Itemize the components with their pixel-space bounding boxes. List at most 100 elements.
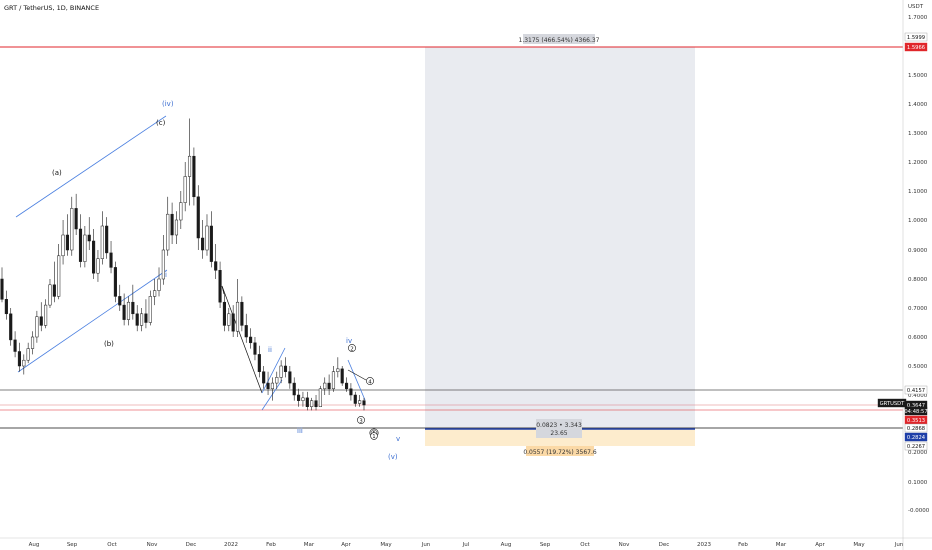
candle[interactable]: [140, 308, 144, 332]
candle[interactable]: [35, 310, 39, 343]
candle[interactable]: [235, 279, 240, 337]
candle[interactable]: [244, 313, 248, 343]
candle[interactable]: [157, 267, 161, 297]
candle[interactable]: [96, 250, 100, 282]
candle[interactable]: [118, 284, 122, 311]
candle[interactable]: [105, 217, 109, 259]
candle[interactable]: [353, 391, 357, 407]
candles[interactable]: [0, 118, 366, 411]
candle[interactable]: [218, 261, 222, 308]
candle[interactable]: [227, 308, 231, 332]
candle[interactable]: [358, 395, 362, 407]
candle[interactable]: [201, 220, 205, 259]
candle[interactable]: [26, 342, 30, 364]
candle[interactable]: [44, 299, 48, 329]
target-range-box[interactable]: [425, 47, 695, 429]
candle[interactable]: [266, 371, 270, 395]
candle[interactable]: [74, 193, 78, 235]
candle[interactable]: [292, 377, 296, 401]
candle[interactable]: [61, 220, 65, 265]
candle[interactable]: [22, 354, 26, 375]
candle[interactable]: [249, 328, 253, 349]
candle[interactable]: [92, 229, 96, 279]
candle[interactable]: [100, 211, 104, 265]
candle[interactable]: [214, 244, 218, 279]
candle[interactable]: [0, 267, 4, 303]
candle[interactable]: [209, 211, 213, 268]
candle[interactable]: [170, 202, 174, 244]
candle[interactable]: [161, 235, 165, 285]
candle[interactable]: [362, 397, 366, 411]
candle[interactable]: [13, 331, 17, 358]
candle[interactable]: [262, 366, 266, 389]
candle-body: [100, 225, 104, 259]
candle[interactable]: [70, 196, 74, 256]
candle[interactable]: [65, 214, 69, 256]
candle[interactable]: [240, 296, 244, 332]
wave-line-f[interactable]: [347, 369, 367, 381]
candle[interactable]: [179, 191, 183, 229]
candle[interactable]: [174, 211, 179, 244]
wave-line-d[interactable]: [261, 379, 283, 411]
candle[interactable]: [310, 397, 314, 411]
candle[interactable]: [144, 299, 148, 329]
candle[interactable]: [122, 293, 126, 326]
price-axis[interactable]: 1.7000 1.5000 1.4000 1.3000 1.2000 1.1000 1.00…: [908, 15, 930, 514]
candle[interactable]: [52, 261, 56, 303]
channel-upper-line[interactable]: [15, 115, 167, 218]
candle[interactable]: [305, 391, 309, 411]
candle[interactable]: [331, 366, 336, 392]
channel-lower-line[interactable]: [17, 269, 168, 373]
candle[interactable]: [205, 214, 209, 256]
candle[interactable]: [131, 284, 135, 320]
candle[interactable]: [4, 290, 8, 320]
time-axis[interactable]: Aug Sep Oct Nov Dec 2022 Feb Mar Apr May Jun Jul Aug…: [29, 542, 904, 548]
candle[interactable]: [288, 366, 292, 389]
candle[interactable]: [257, 345, 261, 378]
candle[interactable]: [349, 383, 353, 401]
candle[interactable]: [344, 377, 349, 392]
candle[interactable]: [17, 342, 22, 372]
candle[interactable]: [57, 244, 61, 300]
candle[interactable]: [187, 118, 192, 206]
wave-line-b[interactable]: [221, 285, 225, 295]
candle[interactable]: [301, 391, 305, 407]
wave-label-i: i: [165, 271, 167, 279]
candle[interactable]: [109, 241, 113, 274]
wave-line-e[interactable]: [347, 359, 366, 401]
candle[interactable]: [148, 290, 152, 326]
candle[interactable]: [323, 377, 327, 395]
candle[interactable]: [275, 371, 279, 389]
candle[interactable]: [78, 214, 83, 268]
candle[interactable]: [318, 385, 322, 408]
candle[interactable]: [126, 296, 131, 326]
candle[interactable]: [83, 226, 87, 268]
candle[interactable]: [153, 279, 157, 306]
candle[interactable]: [39, 302, 43, 332]
candle[interactable]: [192, 147, 196, 206]
candle[interactable]: [30, 331, 35, 355]
candle[interactable]: [283, 357, 288, 378]
candle[interactable]: [336, 357, 340, 378]
candle[interactable]: [297, 388, 301, 407]
candle[interactable]: [253, 337, 257, 361]
candle[interactable]: [87, 217, 91, 250]
candle[interactable]: [222, 293, 226, 332]
candle[interactable]: [48, 279, 52, 308]
candle[interactable]: [279, 360, 283, 384]
wave-line-c[interactable]: [261, 347, 286, 394]
candle[interactable]: [135, 305, 139, 332]
candle[interactable]: [270, 377, 274, 401]
candle[interactable]: [231, 305, 235, 337]
candle[interactable]: [9, 308, 13, 346]
candle[interactable]: [327, 374, 331, 395]
candle[interactable]: [340, 366, 344, 386]
candle[interactable]: [196, 185, 200, 250]
candle[interactable]: [166, 196, 170, 256]
stop-measure-label: 0.0557 (19.72%) 3567.6: [523, 446, 597, 456]
candle[interactable]: [113, 261, 117, 303]
candle[interactable]: [183, 162, 187, 212]
candle[interactable]: [314, 395, 318, 411]
wave-line-a[interactable]: [221, 285, 263, 394]
